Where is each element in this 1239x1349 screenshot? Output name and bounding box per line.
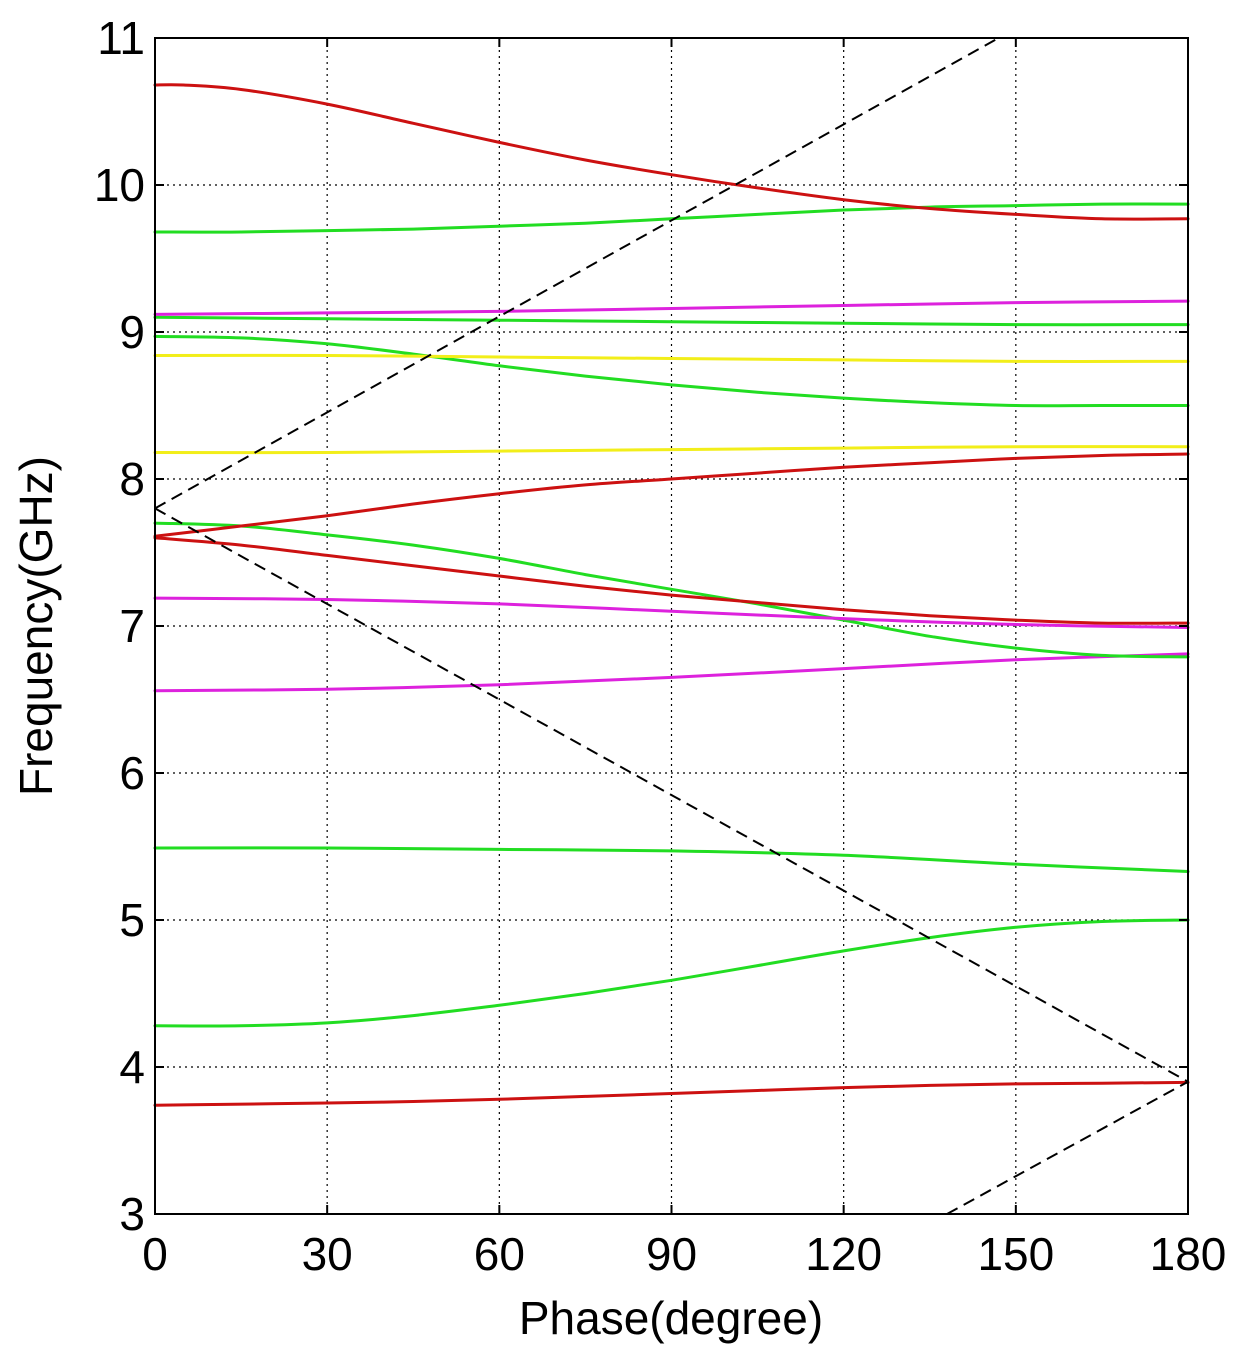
y-tick-label: 4	[119, 1041, 145, 1093]
y-tick-label: 8	[119, 453, 145, 505]
y-tick-label: 7	[119, 600, 145, 652]
x-tick-label: 60	[474, 1228, 525, 1280]
y-tick-label: 9	[119, 306, 145, 358]
series-line-magenta	[153, 299, 1190, 316]
y-tick-label: 5	[119, 894, 145, 946]
y-tick-label: 10	[94, 159, 145, 211]
y-axis-label: Frequency(GHz)	[10, 456, 62, 796]
light-line-dashed	[154, 37, 1000, 510]
x-tick-label: 180	[1150, 1228, 1227, 1280]
light-line-dashed	[946, 1080, 1189, 1215]
y-tick-label: 11	[97, 12, 145, 64]
series-lines	[153, 37, 1190, 1215]
series-line-green	[153, 334, 1190, 408]
series-line-green	[153, 202, 1190, 234]
series-line-green	[153, 521, 1190, 659]
tick-labels: 0 30 60 90 120 150 180 3 4 5 6 7 8 9 10 11	[94, 12, 1227, 1280]
x-tick-label: 90	[646, 1228, 697, 1280]
series-line-green	[153, 846, 1190, 873]
series-line-green	[153, 918, 1190, 1028]
x-tick-label: 120	[805, 1228, 882, 1280]
series-line-red	[153, 1080, 1190, 1107]
series-line-red	[153, 536, 1190, 625]
x-axis-label: Phase(degree)	[519, 1292, 823, 1344]
light-line-dashed	[154, 507, 1189, 1083]
series-line-yellow	[153, 353, 1190, 363]
series-line-magenta	[153, 596, 1190, 629]
series-line-red	[153, 452, 1190, 538]
x-tick-label: 0	[142, 1228, 168, 1280]
grid-lines	[155, 38, 1188, 1214]
x-tick-label: 150	[977, 1228, 1054, 1280]
series-line-yellow	[153, 445, 1190, 455]
series-line-green	[153, 315, 1190, 327]
x-tick-label: 30	[302, 1228, 353, 1280]
axis-ticks	[154, 37, 1189, 1215]
y-tick-label: 3	[119, 1188, 145, 1240]
y-tick-label: 6	[119, 747, 145, 799]
series-line-magenta	[153, 652, 1190, 693]
series-line-red	[153, 83, 1190, 221]
